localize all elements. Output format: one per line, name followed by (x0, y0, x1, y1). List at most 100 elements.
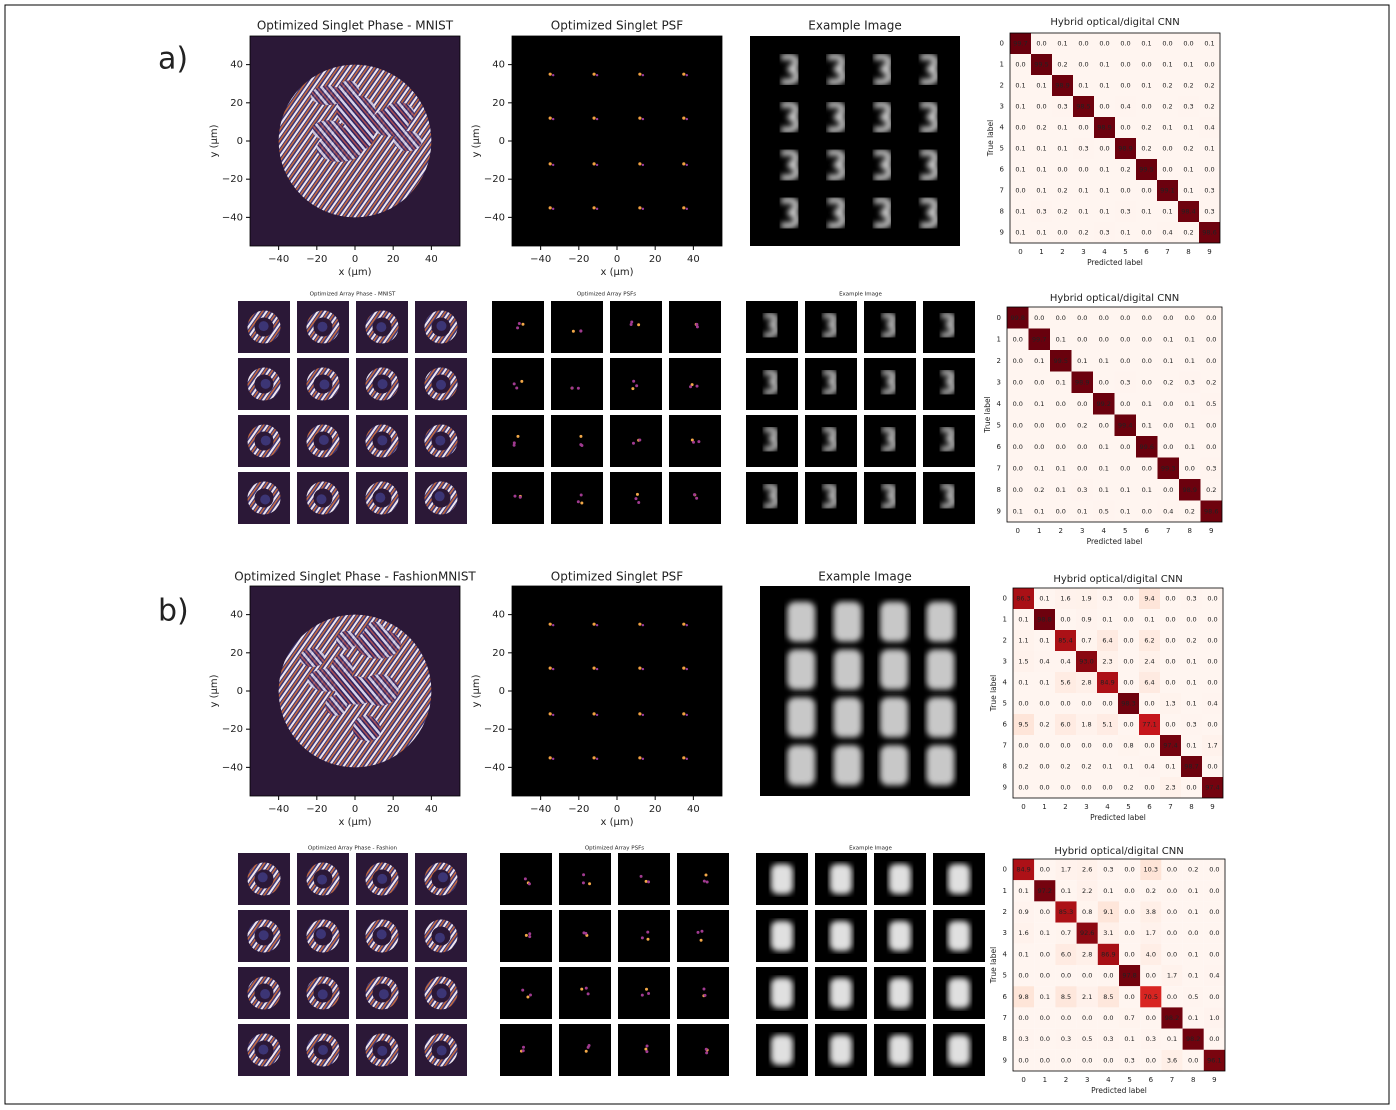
image-blob (830, 1035, 852, 1065)
cell-label: 0.1 (1018, 679, 1028, 687)
cell-label: 0.1 (1141, 208, 1151, 216)
cell-label: 2.2 (1082, 887, 1092, 895)
psf-spot (592, 756, 595, 759)
image-blob (948, 864, 970, 894)
cell-label: 0.0 (1060, 616, 1070, 624)
array-phase-center (317, 322, 327, 332)
psf-spot (526, 995, 529, 998)
cell-label: 0.1 (1077, 507, 1087, 515)
array-phase-center (259, 930, 269, 940)
cell-label: 0.2 (1206, 486, 1216, 494)
y-tick-label: 0 (499, 136, 505, 147)
psf-spot (682, 73, 685, 76)
psf-background (512, 586, 722, 796)
cell-label: 0.0 (1163, 443, 1173, 451)
cell-label: 0.3 (1206, 464, 1216, 472)
x-tick-label: 0 (352, 254, 358, 265)
x-tick-label: 7 (1170, 1076, 1174, 1084)
cell-label: 97.4 (1205, 784, 1219, 792)
cell-label: 5.6 (1060, 679, 1070, 687)
psf-spot (552, 74, 554, 76)
cell-label: 0.0 (1077, 464, 1087, 472)
psf-spot (521, 323, 524, 326)
psf-spot (549, 712, 552, 715)
plot-title: Example Image (808, 19, 901, 33)
cell-label: 0.1 (1015, 166, 1025, 174)
psf-spot (588, 1044, 591, 1047)
x-axis-label: x (μm) (338, 817, 371, 828)
x-tick-label: 20 (649, 254, 662, 265)
psf-spot (638, 206, 641, 209)
cell-label: 0.1 (1186, 679, 1196, 687)
psf-spot (513, 382, 516, 385)
image-blob (787, 745, 815, 785)
x-tick-label: 7 (1166, 527, 1170, 535)
cell-label: 0.0 (1209, 887, 1219, 895)
cell-label: 96.1 (1207, 1056, 1221, 1064)
y-tick-label: 6 (997, 443, 1002, 451)
cell-label: 0.0 (1124, 908, 1134, 916)
psf-spot (638, 712, 641, 715)
cell-label: 0.0 (1018, 1014, 1028, 1022)
cell-label: 1.1 (1018, 637, 1028, 645)
cell-label: 9.1 (1103, 908, 1113, 916)
x-tick-label: −20 (306, 804, 327, 815)
y-tick-label: 6 (1000, 166, 1005, 174)
x-tick-label: 8 (1188, 527, 1192, 535)
cell-label: 0.0 (1120, 61, 1130, 69)
psf-spot (637, 323, 640, 326)
array-phase-center (438, 872, 448, 882)
image-blob (889, 978, 911, 1008)
array-phase-center (318, 989, 328, 999)
cell-label: 0.0 (1124, 866, 1134, 874)
cell-label: 0.1 (1056, 378, 1066, 386)
psf-spot (697, 931, 700, 934)
cell-label: 0.0 (1040, 908, 1050, 916)
cell-label: 0.0 (1167, 908, 1177, 916)
x-axis-label: x (μm) (338, 267, 371, 278)
cell-label: 0.1 (1120, 486, 1130, 494)
array-phase-center (378, 379, 388, 389)
cell-label: 0.2 (1057, 187, 1067, 195)
image-blob (880, 745, 908, 785)
y-tick-label: 0 (237, 136, 243, 147)
cell-label: 0.1 (1036, 229, 1046, 237)
image-blob (948, 978, 970, 1008)
cell-label: 0.5 (1099, 507, 1109, 515)
psf-spot (580, 501, 583, 504)
x-tick-label: 6 (1144, 248, 1149, 256)
cell-label: 0.0 (1167, 929, 1177, 937)
cell-label: 0.0 (1144, 742, 1154, 750)
image-blob (926, 697, 954, 737)
cell-label: 0.0 (1056, 507, 1066, 515)
x-tick-label: 6 (1147, 803, 1152, 811)
cell-label: 0.0 (1082, 1014, 1092, 1022)
cell-label: 0.1 (1040, 993, 1050, 1001)
cell-label: 0.1 (1056, 335, 1066, 343)
image-blob (834, 650, 862, 690)
cell-label: 0.0 (1040, 950, 1050, 958)
psf-spot (638, 73, 641, 76)
cell-label: 0.1 (1186, 700, 1196, 708)
y-tick-label: 7 (997, 464, 1001, 472)
x-tick-label: 20 (387, 254, 400, 265)
cell-label: 0.0 (1163, 314, 1173, 322)
psf-spot (528, 882, 531, 885)
cell-label: 0.1 (1039, 679, 1049, 687)
cell-label: 0.0 (1142, 378, 1152, 386)
x-tick-label: 1 (1043, 1076, 1047, 1084)
x-tick-label: 0 (352, 804, 358, 815)
page: Figure {"panel_labels": ["a)", "b)"], "s… (0, 0, 1396, 1110)
cell-label: 0.0 (1039, 784, 1049, 792)
cell-label: 98.2 (1186, 1035, 1200, 1043)
y-tick-label: 40 (492, 60, 505, 71)
plot-title: Optimized Singlet PSF (551, 19, 684, 33)
cell-label: 98.9 (1075, 378, 1089, 386)
array-psf-tile (551, 301, 603, 353)
psf-spot (596, 668, 598, 670)
plot-title: Optimized Singlet PSF (551, 570, 684, 584)
x-tick-label: 0 (1018, 248, 1022, 256)
psf-spot (515, 386, 518, 389)
x-tick-label: 0 (614, 254, 620, 265)
y-tick-label: 5 (1003, 972, 1007, 980)
